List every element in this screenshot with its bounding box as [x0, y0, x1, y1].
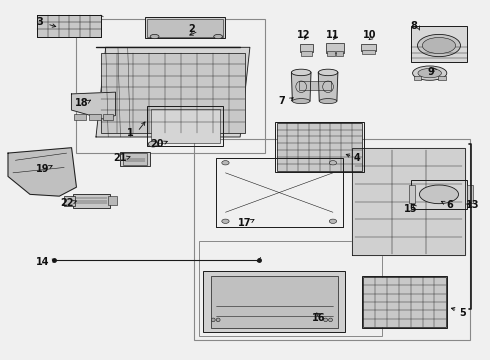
- Bar: [203, 271, 345, 332]
- Text: 16: 16: [312, 313, 325, 323]
- Ellipse shape: [419, 185, 459, 204]
- Bar: [411, 26, 467, 62]
- Bar: [108, 197, 117, 205]
- Bar: [467, 185, 473, 203]
- Bar: [363, 277, 446, 327]
- Ellipse shape: [319, 99, 337, 104]
- Ellipse shape: [422, 37, 456, 54]
- Bar: [145, 17, 225, 39]
- Bar: [414, 76, 421, 80]
- Bar: [438, 76, 446, 80]
- Text: 3: 3: [36, 17, 43, 27]
- Bar: [301, 51, 313, 56]
- Bar: [74, 114, 86, 120]
- Bar: [362, 276, 447, 328]
- Bar: [121, 152, 150, 166]
- Polygon shape: [8, 148, 76, 196]
- Bar: [73, 194, 110, 208]
- Ellipse shape: [329, 318, 332, 321]
- Ellipse shape: [150, 35, 159, 39]
- Bar: [64, 196, 75, 206]
- Bar: [211, 276, 338, 328]
- Bar: [147, 19, 223, 37]
- Polygon shape: [352, 148, 465, 255]
- Text: 10: 10: [363, 30, 376, 40]
- Ellipse shape: [417, 35, 461, 57]
- Text: 11: 11: [326, 30, 340, 40]
- Bar: [409, 185, 415, 203]
- Ellipse shape: [222, 219, 229, 224]
- Ellipse shape: [292, 69, 311, 76]
- Bar: [76, 19, 265, 153]
- Bar: [411, 180, 467, 209]
- Text: 2: 2: [188, 24, 195, 35]
- Ellipse shape: [222, 161, 229, 165]
- Bar: [37, 15, 101, 37]
- Bar: [275, 122, 364, 172]
- Polygon shape: [72, 92, 116, 119]
- Ellipse shape: [216, 318, 220, 321]
- Text: 19: 19: [35, 164, 49, 174]
- Bar: [151, 109, 220, 143]
- Bar: [326, 42, 344, 53]
- Text: 9: 9: [427, 67, 434, 77]
- Text: 22: 22: [60, 198, 74, 208]
- Text: 15: 15: [404, 204, 418, 214]
- Polygon shape: [318, 72, 338, 101]
- Bar: [194, 139, 470, 339]
- Ellipse shape: [418, 68, 441, 78]
- Text: 12: 12: [297, 30, 310, 40]
- Ellipse shape: [413, 66, 447, 80]
- Bar: [89, 114, 101, 120]
- Bar: [101, 53, 245, 134]
- Text: 21: 21: [114, 153, 127, 163]
- Text: 13: 13: [466, 200, 479, 210]
- Ellipse shape: [329, 219, 337, 224]
- Bar: [361, 44, 376, 51]
- Ellipse shape: [324, 318, 328, 321]
- Text: 5: 5: [459, 308, 466, 318]
- Bar: [300, 44, 314, 51]
- Bar: [336, 51, 343, 55]
- Polygon shape: [96, 47, 250, 137]
- Ellipse shape: [293, 99, 310, 104]
- Text: 20: 20: [150, 139, 164, 149]
- Text: 6: 6: [447, 200, 454, 210]
- Text: 18: 18: [74, 98, 88, 108]
- Bar: [362, 50, 375, 54]
- Bar: [277, 123, 362, 171]
- Bar: [198, 241, 382, 336]
- Ellipse shape: [318, 69, 338, 76]
- Bar: [37, 15, 101, 37]
- Text: 4: 4: [354, 153, 361, 163]
- Text: 14: 14: [35, 257, 49, 267]
- Text: 7: 7: [278, 96, 285, 106]
- Text: 1: 1: [127, 129, 134, 138]
- Bar: [327, 51, 335, 55]
- Ellipse shape: [211, 318, 215, 321]
- Ellipse shape: [329, 161, 337, 165]
- Bar: [299, 81, 331, 90]
- Bar: [147, 107, 223, 146]
- Polygon shape: [292, 72, 311, 101]
- Text: 8: 8: [410, 21, 417, 31]
- Ellipse shape: [148, 141, 158, 147]
- Ellipse shape: [214, 35, 222, 39]
- Bar: [123, 153, 147, 165]
- Bar: [103, 114, 113, 120]
- Text: 17: 17: [238, 218, 252, 228]
